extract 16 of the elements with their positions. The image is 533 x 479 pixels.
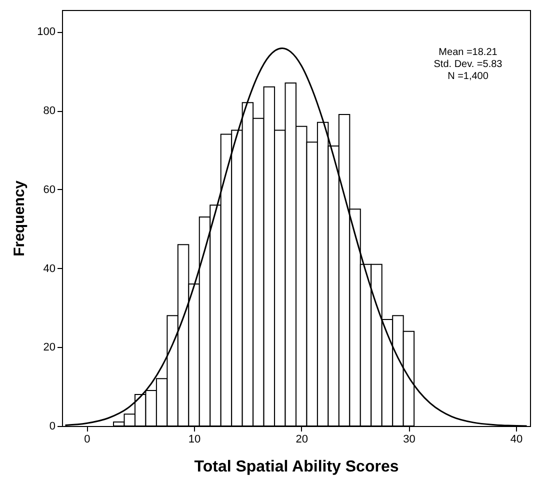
y-tick-label: 20: [43, 342, 56, 354]
x-tick-label: 20: [296, 434, 308, 446]
x-axis-title: Total Spatial Ability Scores: [194, 458, 399, 476]
annotation: Mean =18.21: [438, 47, 498, 58]
x-tick-label: 0: [84, 434, 90, 446]
y-tick-label: 60: [43, 184, 56, 196]
x-tick-label: 30: [403, 434, 416, 446]
y-tick-label: 100: [37, 26, 56, 38]
annotation: N =1,400: [448, 71, 489, 82]
x-tick-label: 40: [510, 434, 523, 446]
y-tick-label: 40: [43, 262, 56, 275]
y-tick-label: 80: [43, 105, 56, 118]
x-tick-label: 10: [188, 434, 201, 446]
annotation: Std. Dev. =5.83: [434, 59, 503, 70]
y-axis-title: Frequency: [11, 180, 28, 256]
y-tick-label: 0: [49, 420, 56, 432]
